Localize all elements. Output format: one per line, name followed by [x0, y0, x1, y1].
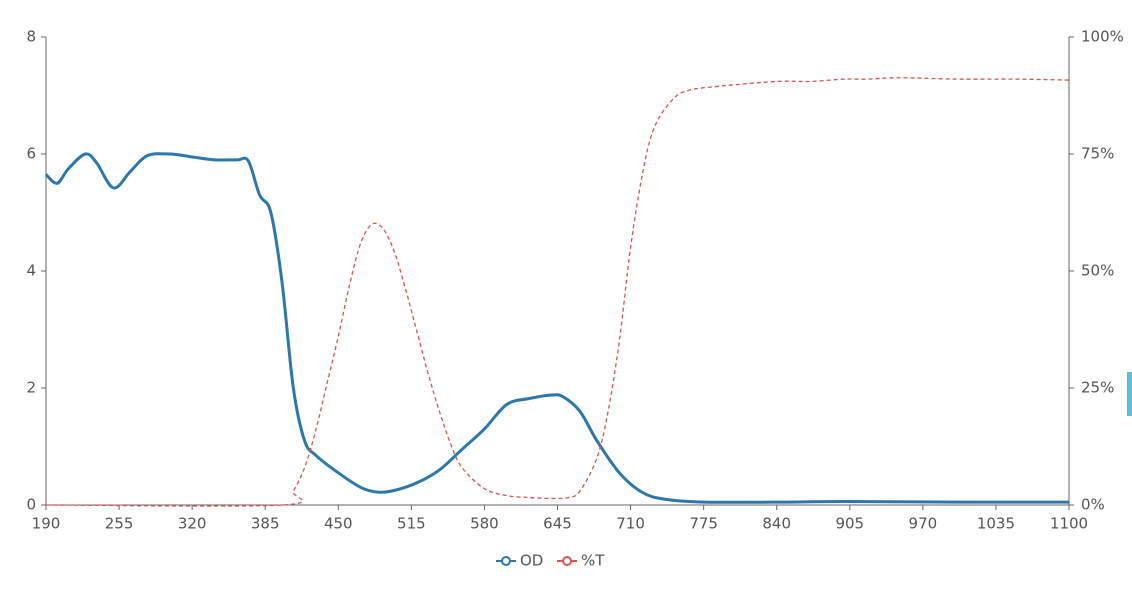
series-line — [44, 152, 1070, 504]
x-tick-label: 1035 — [977, 515, 1015, 533]
x-tick-label: 255 — [105, 515, 134, 533]
legend-marker — [501, 556, 511, 566]
legend-item: OD — [496, 552, 543, 570]
x-tick-label: 580 — [470, 515, 499, 533]
x-tick-label: 645 — [543, 515, 572, 533]
x-tick-label: 840 — [762, 515, 791, 533]
y2-tick-label: 50% — [1081, 262, 1114, 280]
x-tick-label: 775 — [689, 515, 718, 533]
x-tick-label: 905 — [835, 515, 864, 533]
scroll-indicator — [1127, 372, 1132, 416]
x-tick-label: 190 — [32, 515, 61, 533]
legend-label: OD — [520, 552, 543, 570]
y2-tick-label: 25% — [1081, 379, 1114, 397]
x-tick-label: 710 — [616, 515, 645, 533]
x-tick-label: 450 — [324, 515, 353, 533]
y-tick-label: 6 — [26, 145, 36, 163]
x-tick-label: 385 — [251, 515, 280, 533]
x-tick-label: 1100 — [1050, 515, 1088, 533]
legend-label: %T — [581, 552, 605, 570]
legend-item: %T — [557, 552, 605, 570]
x-tick-label: 515 — [397, 515, 426, 533]
y2-tick-label: 100% — [1081, 28, 1124, 46]
y-tick-label: 0 — [26, 496, 36, 514]
y-tick-label: 2 — [26, 379, 36, 397]
legend-marker — [562, 556, 572, 566]
x-tick-label: 320 — [178, 515, 207, 533]
y2-tick-label: 75% — [1081, 145, 1114, 163]
y-tick-label: 4 — [26, 262, 36, 280]
x-tick-label: 970 — [909, 515, 938, 533]
y2-tick-label: 0% — [1081, 496, 1105, 514]
y-tick-label: 8 — [26, 28, 36, 46]
series-line — [45, 77, 1070, 507]
